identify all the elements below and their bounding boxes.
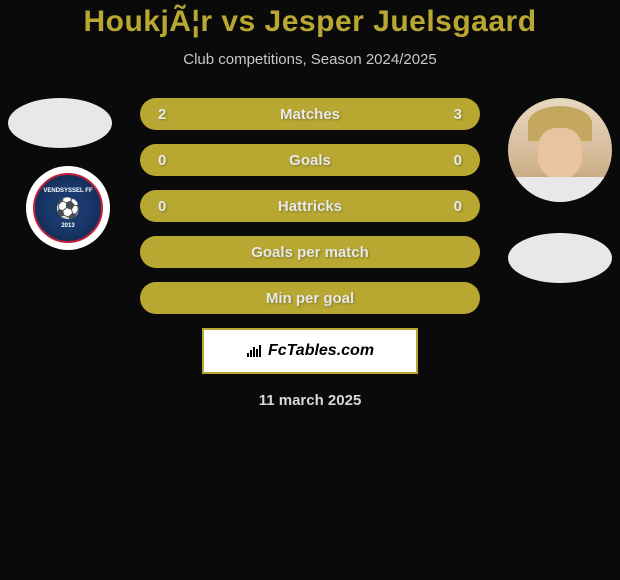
club-badge-inner: VENDSYSSEL FF ⚽ 2013 <box>33 173 103 243</box>
club-name-text: VENDSYSSEL FF <box>43 188 92 194</box>
stat-label: Matches <box>280 106 340 123</box>
player1-avatar-placeholder <box>8 98 112 148</box>
stat-bar-goals: 0 Goals 0 <box>140 144 480 176</box>
stat-bar-matches: 2 Matches 3 <box>140 98 480 130</box>
stat-right-value: 0 <box>442 152 462 169</box>
player-jersey <box>508 177 612 202</box>
stat-right-value: 0 <box>442 198 462 215</box>
main-content: VENDSYSSEL FF ⚽ 2013 2 Matches 3 <box>0 98 620 409</box>
player1-club-badge: VENDSYSSEL FF ⚽ 2013 <box>26 166 110 250</box>
stat-label: Goals <box>289 152 331 169</box>
comparison-title: HoukjÃ¦r vs Jesper Juelsgaard <box>0 5 620 39</box>
stat-left-value: 0 <box>158 152 178 169</box>
player-face-graphic <box>508 98 612 202</box>
comparison-date: 11 march 2025 <box>0 392 620 409</box>
season-subtitle: Club competitions, Season 2024/2025 <box>0 51 620 68</box>
soccer-ball-icon: ⚽ <box>56 196 81 221</box>
stat-left-value: 2 <box>158 106 178 123</box>
player2-club-placeholder <box>508 233 612 283</box>
stat-label: Hattricks <box>278 198 342 215</box>
stat-bar-hattricks: 0 Hattricks 0 <box>140 190 480 222</box>
club-year-text: 2013 <box>61 223 74 229</box>
stat-right-value: 3 <box>442 106 462 123</box>
player2-avatar <box>508 98 612 202</box>
stat-bar-min-per-goal: Min per goal <box>140 282 480 314</box>
brand-name: FcTables.com <box>268 342 374 360</box>
stats-area: 2 Matches 3 0 Goals 0 0 Hattricks 0 Goal… <box>140 98 480 314</box>
player-skin <box>538 128 582 178</box>
stat-bar-goals-per-match: Goals per match <box>140 236 480 268</box>
bar-chart-icon <box>246 344 262 358</box>
stat-left-value: 0 <box>158 198 178 215</box>
comparison-widget: HoukjÃ¦r vs Jesper Juelsgaard Club compe… <box>0 0 620 580</box>
stat-label: Min per goal <box>266 290 354 307</box>
brand-attribution[interactable]: FcTables.com <box>202 328 418 374</box>
stat-label: Goals per match <box>251 244 369 261</box>
